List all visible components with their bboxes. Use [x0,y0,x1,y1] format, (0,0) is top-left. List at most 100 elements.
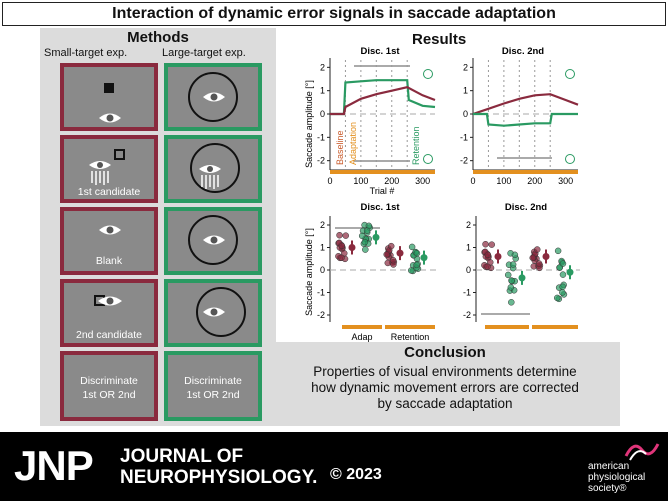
baseline-bar [330,170,350,174]
data-point [553,294,561,302]
large-target-icon [565,154,575,164]
series-line-red [472,93,579,116]
first-or-second-label: 1st OR 2nd [82,389,136,401]
y-tick-label: -2 [460,156,468,166]
large-target-ring [188,72,238,122]
large-target-ring [190,143,240,193]
top-x-axis-label: Trial # [370,186,395,196]
y-tick-label: 2 [320,220,325,230]
conclusion-line: Properties of visual environments determ… [313,364,577,379]
series-line-green [330,79,436,116]
data-point [484,263,491,270]
large-target-label: Large-target exp. [162,47,246,59]
discriminate-label: Discriminate [184,375,242,387]
x-tick-label: 100 [353,176,368,186]
y-tick-label: 1 [320,243,325,253]
conclusion-heading: Conclusion [404,344,486,361]
data-point [358,232,366,240]
x-tick-label: 300 [558,176,573,186]
large-target-icon [565,69,575,79]
y-tick-label: -2 [463,310,471,320]
data-point [559,289,566,296]
data-point [530,263,538,270]
mean-point [396,249,404,257]
data-point [408,243,416,251]
data-point [407,267,415,274]
x-tick-label: 0 [470,176,475,186]
x-tick-label: 0 [327,176,332,186]
retention-bar [385,325,435,329]
eye-icon [203,235,225,245]
discriminate-label: Discriminate [80,375,138,387]
retention-bar [532,325,578,329]
small-discriminate-panel: Discriminate 1st OR 2nd [60,351,158,421]
mean-point [566,268,574,276]
data-point [559,283,566,291]
baseline-bar [473,170,493,174]
y-tick-label: -1 [463,288,471,298]
large-target-icon [423,69,433,79]
eye-icon [99,113,121,123]
y-tick-label: 0 [466,265,471,275]
mean-point [518,274,526,282]
bottom-x-adap: Adap [351,332,372,342]
saccading-eye-icon [199,165,221,189]
data-point [362,246,369,253]
data-point [508,277,515,284]
adaptation-bar [350,170,412,174]
conclusion-line: by saccade adaptation [377,396,513,411]
large-target-ring [196,287,246,337]
data-point [387,242,395,250]
small-target-label: Small-target exp. [44,47,128,59]
large-target-ring [188,215,238,265]
data-point [554,247,562,255]
top-left-title: Disc. 1st [360,46,400,57]
footer-banner: JNP JOURNAL OF NEUROPHYSIOLOGY. © 2023 a… [0,432,668,501]
top-right-chart: Disc. 2nd 210-1-20 100 200 300 [460,46,579,186]
y-tick-label: 1 [466,243,471,253]
eye-icon [203,307,225,317]
data-point [508,299,515,306]
adap-bar [485,325,529,329]
data-point [413,261,420,269]
series-line-red [330,86,436,116]
retention-bar [555,170,578,174]
journal-name: JOURNAL OF NEUROPHYSIOLOGY. [120,446,317,488]
large-target-icon [423,154,433,164]
phase-adaptation-label: Adaptation [348,122,358,165]
conclusion-section: Conclusion Properties of visual environm… [270,342,620,426]
series-line-green [473,112,578,127]
x-tick-label: 200 [527,176,542,186]
data-point [338,254,345,261]
top-y-axis-label: Saccade amplitude [°] [304,80,314,168]
eye-icon [203,92,225,102]
x-tick-label: 300 [415,176,430,186]
bottom-right-title: Disc. 2nd [505,202,547,213]
data-point [559,271,567,278]
small-first-candidate-panel: 1st candidate [60,135,158,203]
adap-bar [342,325,382,329]
x-tick-label: 100 [496,176,511,186]
large-second-candidate-panel [164,279,262,347]
data-point [533,246,541,253]
y-tick-label: 2 [466,220,471,230]
journal-line1: JOURNAL OF [120,446,244,467]
y-tick-label: -1 [317,132,325,142]
data-point [529,254,536,262]
conclusion-body: Properties of visual environments determ… [270,364,620,412]
top-right-title: Disc. 2nd [502,46,544,57]
data-point [504,271,512,279]
phase-retention-label: Retention [411,126,421,165]
mean-point [542,253,550,260]
data-point [535,260,543,267]
y-tick-label: -2 [317,156,325,166]
y-tick-label: 0 [320,109,325,119]
methods-heading: Methods [127,29,189,46]
conclusion-line: how dynamic movement errors are correcte… [311,380,579,395]
society-line: society® [588,483,627,494]
small-target-square [104,83,114,93]
mean-point [348,244,356,251]
data-point [361,238,369,246]
adaptation-bar [493,170,555,174]
y-tick-label: 0 [320,265,325,275]
